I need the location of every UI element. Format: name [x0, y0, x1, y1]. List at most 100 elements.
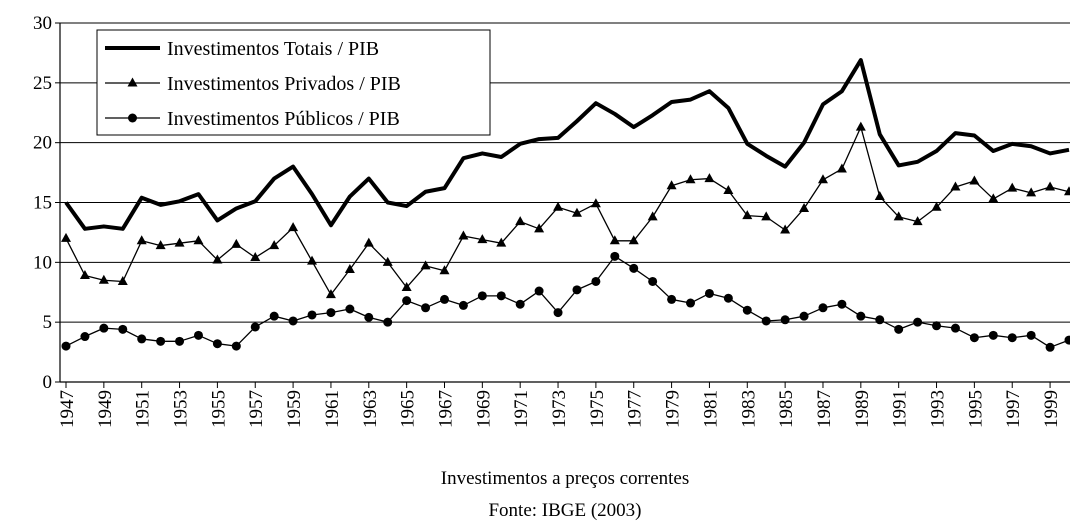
data-point: [969, 175, 980, 185]
x-tick-label: 1951: [133, 390, 154, 428]
legend-label: Investimentos Totais / PIB: [167, 38, 379, 60]
data-point: [534, 223, 545, 233]
data-point: [269, 240, 280, 250]
x-tick-label: 1953: [171, 390, 192, 428]
data-point: [364, 312, 374, 322]
data-point: [875, 315, 885, 325]
data-point: [136, 235, 147, 245]
x-tick-label: 1979: [663, 390, 684, 428]
data-point: [1045, 181, 1056, 191]
data-point: [780, 315, 790, 325]
data-point: [382, 256, 393, 266]
legend-marker: [128, 113, 137, 123]
legend-marker: [127, 77, 138, 87]
data-point: [439, 265, 450, 275]
data-point: [458, 230, 469, 240]
x-tick-label: 1957: [246, 390, 267, 428]
data-point: [610, 251, 620, 261]
x-tick-label: 1987: [814, 390, 835, 428]
data-point: [61, 341, 71, 351]
data-point: [307, 310, 317, 320]
data-point: [1026, 187, 1037, 197]
data-point: [667, 294, 677, 304]
x-tick-label: 1993: [928, 390, 949, 428]
data-point: [666, 180, 677, 190]
x-tick-label: 1959: [284, 390, 305, 428]
data-point: [629, 263, 639, 273]
data-point: [836, 163, 847, 173]
data-point: [496, 237, 507, 247]
x-tick-label: 1983: [738, 390, 759, 428]
data-point: [686, 298, 696, 308]
data-point: [307, 255, 318, 265]
data-point: [174, 237, 185, 247]
data-point: [723, 185, 734, 195]
data-point: [609, 235, 620, 245]
x-tick-label: 1985: [776, 390, 797, 428]
data-point: [761, 316, 771, 326]
data-point: [799, 311, 809, 321]
data-point: [874, 191, 885, 201]
data-point: [118, 324, 128, 334]
data-point: [913, 317, 923, 327]
data-point: [193, 235, 204, 245]
data-point: [799, 202, 810, 212]
data-point: [553, 201, 564, 211]
data-point: [401, 281, 412, 291]
data-point: [156, 336, 166, 346]
data-point: [628, 235, 639, 245]
data-point: [421, 303, 431, 313]
legend-box: [96, 29, 491, 136]
data-point: [932, 321, 942, 331]
data-point: [477, 291, 487, 301]
x-tick-label: 1947: [57, 390, 78, 428]
y-tick-label: 5: [43, 312, 53, 333]
data-point: [344, 264, 355, 274]
data-point: [496, 291, 506, 301]
data-point: [780, 224, 791, 234]
data-point: [80, 332, 90, 342]
data-point: [894, 324, 904, 334]
data-point: [817, 174, 828, 184]
data-point: [553, 308, 563, 318]
x-tick-label: 1969: [473, 390, 494, 428]
y-tick-label: 25: [33, 73, 52, 94]
source-note: Fonte: IBGE (2003): [488, 500, 641, 521]
data-point: [742, 210, 753, 220]
data-point: [363, 237, 374, 247]
data-point: [231, 238, 242, 248]
data-point: [515, 299, 525, 309]
x-tick-label: 1949: [95, 390, 116, 428]
y-tick-label: 15: [33, 193, 52, 214]
x-tick-label: 1963: [360, 390, 381, 428]
data-point: [1007, 182, 1018, 192]
data-point: [79, 269, 90, 279]
data-point: [193, 330, 203, 340]
data-point: [477, 234, 488, 244]
data-point: [326, 308, 336, 318]
data-point: [571, 207, 582, 217]
data-point: [288, 316, 298, 326]
x-tick-label: 1967: [435, 390, 456, 428]
x-tick-label: 1997: [1003, 390, 1024, 428]
y-tick-label: 20: [33, 133, 52, 154]
data-point: [231, 341, 241, 351]
data-point: [950, 323, 960, 333]
data-point: [742, 305, 752, 315]
data-point: [250, 322, 260, 332]
data-point: [723, 293, 733, 303]
data-point: [969, 333, 979, 343]
x-tick-label: 1999: [1041, 390, 1062, 428]
data-point: [439, 294, 449, 304]
data-point: [137, 334, 147, 344]
data-point: [515, 216, 526, 226]
data-point: [383, 317, 393, 327]
data-point: [818, 303, 828, 313]
data-point: [647, 211, 658, 221]
data-point: [1045, 342, 1055, 352]
x-tick-label: 1965: [398, 390, 419, 428]
data-point: [98, 274, 109, 284]
y-tick-label: 30: [33, 13, 52, 34]
legend-label: Investimentos Privados / PIB: [167, 73, 401, 95]
series-line: [65, 126, 1070, 296]
